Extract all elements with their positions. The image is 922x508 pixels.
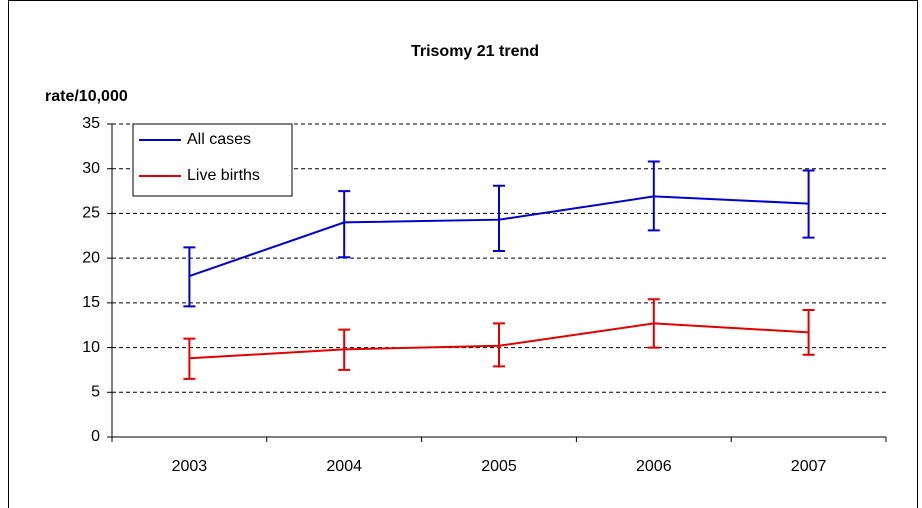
error-bar bbox=[338, 190, 351, 259]
legend-label: All cases bbox=[187, 131, 251, 148]
y-tick-label: 10 bbox=[82, 339, 100, 356]
error-bar bbox=[493, 184, 505, 252]
legend-label: Live births bbox=[187, 167, 260, 184]
y-tick-label: 0 bbox=[91, 428, 100, 445]
error-bar bbox=[802, 169, 815, 239]
x-tick-label: 2007 bbox=[791, 458, 827, 475]
legend-box bbox=[132, 123, 293, 197]
chart-frame bbox=[8, 0, 918, 508]
y-tick-label: 25 bbox=[82, 205, 100, 222]
x-tick-label: 2004 bbox=[326, 458, 362, 475]
y-tick-label: 30 bbox=[82, 160, 100, 177]
error-bar bbox=[338, 328, 351, 371]
error-bar bbox=[493, 322, 505, 368]
error-bar bbox=[183, 246, 196, 308]
chart-title: Trisomy 21 trend bbox=[411, 43, 539, 60]
x-tick-label: 2006 bbox=[636, 458, 672, 475]
x-tick-label: 2003 bbox=[172, 458, 208, 475]
x-tick-label: 2005 bbox=[481, 458, 517, 475]
y-tick-label: 35 bbox=[82, 115, 100, 132]
error-bar bbox=[802, 309, 815, 356]
error-bar bbox=[647, 298, 660, 349]
y-tick-label: 5 bbox=[91, 384, 100, 401]
error-bar bbox=[183, 337, 196, 380]
y-tick-label: 15 bbox=[82, 294, 100, 311]
error-bar bbox=[647, 160, 660, 232]
y-axis-label: rate/10,000 bbox=[45, 88, 128, 105]
y-tick-label: 20 bbox=[82, 249, 100, 266]
